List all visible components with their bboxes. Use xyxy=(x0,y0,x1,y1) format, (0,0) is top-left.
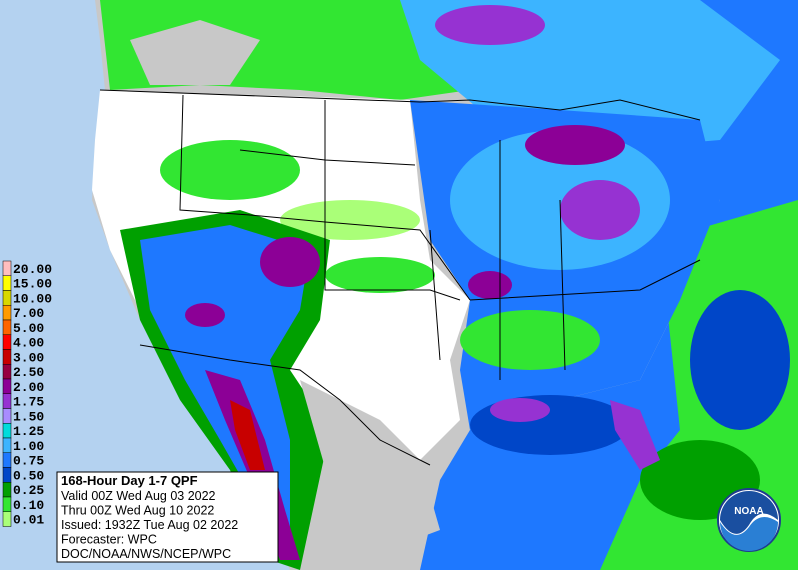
legend-label: 2.00 xyxy=(13,380,44,395)
info-line: Issued: 1932Z Tue Aug 02 2022 xyxy=(61,518,238,532)
arizona-max xyxy=(185,303,225,327)
legend-background xyxy=(2,258,58,530)
noaa-logo: NOAA xyxy=(717,488,781,552)
plains-light xyxy=(325,257,435,293)
borders xyxy=(99,89,701,466)
mexico-peak xyxy=(230,400,265,470)
gulf-precip xyxy=(470,395,630,455)
legend-swatch xyxy=(2,408,12,424)
legend-swatch xyxy=(2,349,12,365)
legend-swatch xyxy=(2,319,12,335)
legend-label: 5.00 xyxy=(13,321,44,336)
logo-text: NOAA xyxy=(734,506,763,517)
mexico-dry xyxy=(300,380,440,545)
us-canada-border xyxy=(99,89,701,121)
info-line: Valid 00Z Wed Aug 03 2022 xyxy=(61,489,216,503)
legend-label: 0.01 xyxy=(13,513,44,528)
legend-swatch xyxy=(2,364,12,380)
legend-swatch xyxy=(2,452,12,468)
plains-light xyxy=(280,200,420,240)
legend-label: 3.00 xyxy=(13,350,44,365)
legend-swatch xyxy=(2,511,12,527)
us-mexico-border xyxy=(139,344,431,466)
legend-label: 4.00 xyxy=(13,336,44,351)
legend-swatch xyxy=(2,423,12,439)
legend-label: 1.75 xyxy=(13,395,44,410)
legend-swatch xyxy=(2,305,12,321)
great-lakes-max xyxy=(525,125,625,165)
legend-swatch xyxy=(2,290,12,306)
colorado-max xyxy=(260,237,320,287)
legend-label: 7.00 xyxy=(13,306,44,321)
legend-label: 10.00 xyxy=(13,291,52,306)
info-line: Thru 00Z Wed Aug 10 2022 xyxy=(61,504,214,518)
pacific-ocean xyxy=(0,0,290,570)
legend-label: 20.00 xyxy=(13,262,52,277)
legend: 20.0015.0010.007.005.004.003.002.502.001… xyxy=(2,258,58,530)
legend-swatch xyxy=(2,334,12,350)
logo-sky xyxy=(720,491,778,534)
state-line xyxy=(429,229,441,361)
legend-label: 0.50 xyxy=(13,468,44,483)
legend-label: 1.50 xyxy=(13,409,44,424)
canada-dry xyxy=(130,20,260,85)
midwest-max xyxy=(468,271,512,299)
state-line xyxy=(559,199,566,371)
florida-max xyxy=(610,400,660,470)
southeast-light xyxy=(460,310,600,370)
legend-label: 2.50 xyxy=(13,365,44,380)
legend-label: 0.25 xyxy=(13,483,44,498)
legend-swatch xyxy=(2,482,12,498)
canada-max xyxy=(435,5,545,45)
legend-swatch xyxy=(2,437,12,453)
state-line xyxy=(324,100,461,301)
rockies-light xyxy=(160,140,300,200)
info-title: 168-Hour Day 1-7 QPF xyxy=(61,473,198,488)
legend-label: 0.10 xyxy=(13,498,44,513)
info-line: Forecaster: WPC xyxy=(61,533,157,547)
legend-swatch xyxy=(2,393,12,409)
legend-swatch xyxy=(2,467,12,483)
legend-swatch xyxy=(2,378,12,394)
legend-label: 0.75 xyxy=(13,454,44,469)
gulf-max xyxy=(490,398,550,422)
legend-swatch xyxy=(2,275,12,291)
legend-label: 1.25 xyxy=(13,424,44,439)
info-line: DOC/NOAA/NWS/NCEP/WPC xyxy=(61,547,231,561)
legend-swatch xyxy=(2,260,12,276)
logo-sea xyxy=(720,517,778,551)
atlantic-blob xyxy=(690,290,790,430)
ohio-valley-max xyxy=(560,180,640,240)
state-line xyxy=(469,259,701,301)
legend-label: 1.00 xyxy=(13,439,44,454)
state-line xyxy=(179,94,471,301)
info-box xyxy=(56,471,279,563)
legend-label: 15.00 xyxy=(13,277,52,292)
legend-swatch xyxy=(2,496,12,512)
